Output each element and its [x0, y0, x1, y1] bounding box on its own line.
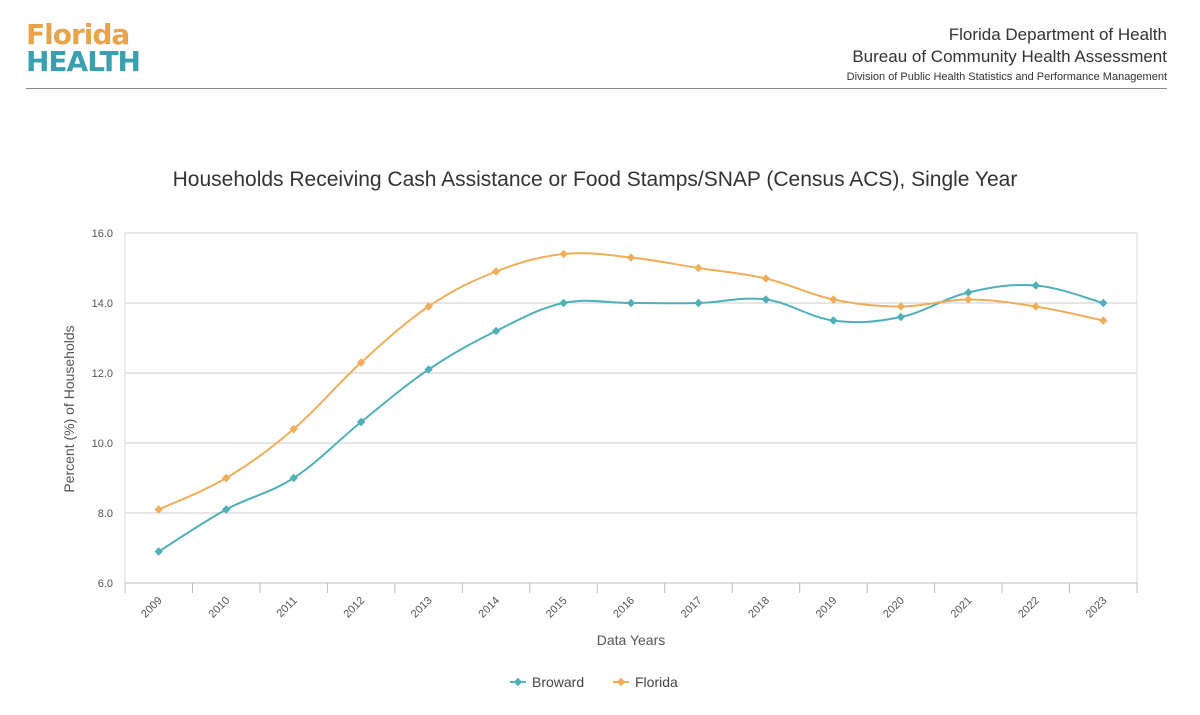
series-line-broward [158, 283, 1104, 553]
x-tick-label: 2018 [746, 595, 772, 621]
data-point-broward[interactable] [222, 505, 231, 514]
data-point-broward[interactable] [289, 473, 298, 483]
data-point-florida[interactable] [896, 302, 906, 311]
y-axis-label: Percent (%) of Households [61, 325, 77, 492]
x-tick-label: 2023 [1084, 595, 1110, 621]
organization-header: Florida Department of Health Bureau of C… [847, 24, 1167, 86]
x-tick-label: 2014 [476, 595, 502, 621]
bureau-name: Bureau of Community Health Assessment [852, 47, 1167, 66]
data-point-florida[interactable] [491, 267, 501, 276]
data-point-broward[interactable] [1031, 281, 1040, 290]
data-point-broward[interactable] [694, 298, 703, 308]
data-point-florida[interactable] [694, 263, 703, 273]
florida-health-logo: Florida HEALTH [26, 18, 141, 78]
x-axis-label: Data Years [597, 632, 666, 648]
data-point-florida[interactable] [829, 295, 838, 304]
x-tick-label: 2012 [341, 595, 367, 621]
y-tick-label: 12.0 [92, 368, 113, 380]
x-tick-label: 2010 [207, 595, 233, 621]
x-tick-label: 2022 [1016, 595, 1042, 621]
data-point-broward[interactable] [154, 547, 163, 556]
data-point-florida[interactable] [424, 302, 433, 311]
x-tick-label: 2019 [814, 595, 840, 621]
x-tick-label: 2013 [409, 595, 435, 621]
legend-label-florida: Florida [635, 674, 678, 690]
department-name: Florida Department of Health [948, 25, 1167, 44]
legend-marker-florida [616, 677, 626, 687]
x-tick-label: 2016 [611, 595, 637, 621]
y-tick-label: 16.0 [92, 228, 113, 240]
division-name: Division of Public Health Statistics and… [846, 71, 1167, 83]
chart-title: Households Receiving Cash Assistance or … [173, 168, 1018, 191]
logo-text-florida: Florida [26, 18, 130, 51]
x-tick-label: 2020 [881, 595, 907, 621]
data-point-florida[interactable] [626, 253, 636, 262]
data-point-florida[interactable] [964, 295, 973, 304]
legend-label-broward: Broward [532, 674, 584, 690]
data-point-florida[interactable] [289, 424, 298, 434]
legend-item-broward[interactable]: Broward [510, 674, 584, 690]
legend-item-florida[interactable]: Florida [613, 674, 678, 690]
x-tick-label: 2015 [544, 595, 570, 621]
data-point-florida[interactable] [761, 274, 771, 283]
y-tick-label: 10.0 [92, 438, 113, 450]
data-point-broward[interactable] [896, 312, 906, 322]
data-point-florida[interactable] [154, 505, 163, 514]
data-point-broward[interactable] [761, 295, 771, 304]
data-point-florida[interactable] [1031, 302, 1040, 311]
data-point-broward[interactable] [1099, 298, 1108, 308]
data-point-florida[interactable] [1099, 316, 1108, 325]
legend: Broward Florida [510, 674, 678, 690]
data-point-broward[interactable] [829, 316, 838, 325]
x-tick-label: 2021 [949, 595, 975, 621]
data-point-florida[interactable] [356, 358, 366, 367]
x-tick-label: 2009 [139, 595, 165, 621]
x-tick-label: 2011 [275, 595, 300, 620]
data-point-broward[interactable] [626, 298, 636, 308]
series-line-florida [158, 252, 1104, 511]
y-tick-label: 8.0 [98, 508, 113, 520]
header-divider [26, 88, 1167, 89]
data-point-florida[interactable] [222, 473, 231, 483]
data-point-broward[interactable] [559, 298, 568, 308]
plot-area-border [124, 232, 1138, 584]
data-point-broward[interactable] [356, 417, 366, 427]
data-point-broward[interactable] [491, 326, 501, 336]
y-tick-label: 14.0 [92, 298, 113, 310]
data-point-florida[interactable] [559, 249, 568, 259]
data-point-broward[interactable] [424, 365, 433, 374]
legend-marker-broward [513, 677, 523, 687]
data-point-broward[interactable] [964, 288, 973, 297]
x-tick-label: 2017 [679, 595, 705, 621]
y-tick-label: 6.0 [98, 578, 113, 590]
logo-text-health: HEALTH [26, 44, 141, 78]
